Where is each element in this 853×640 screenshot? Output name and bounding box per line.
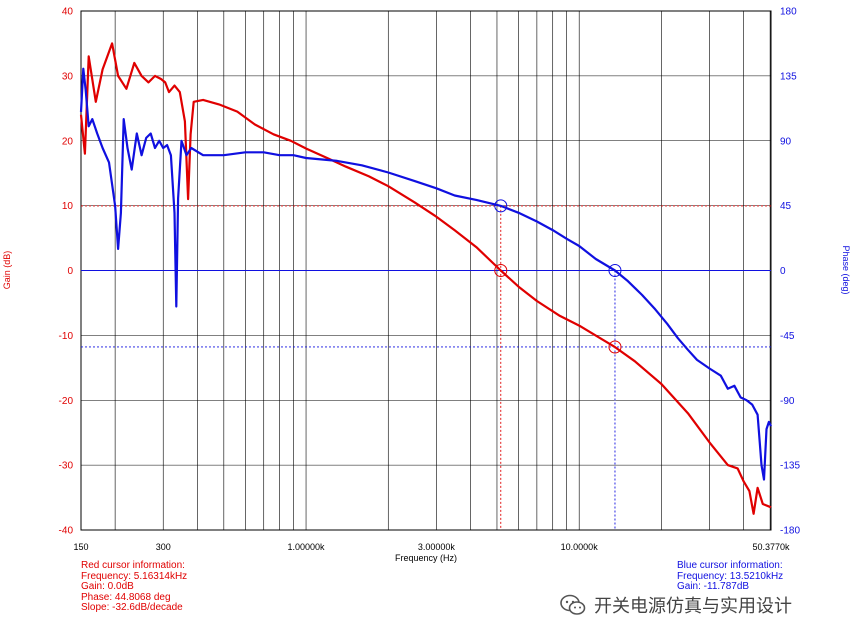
red-cursor-frequency: Frequency: 5.16314kHz (81, 570, 188, 582)
x-tick-label: 150 (73, 542, 88, 552)
cursor-markers (494, 199, 622, 354)
red-cursor-phase: Phase: 44.8068 deg (81, 591, 171, 603)
red-cursor-gain: Gain: 0.0dB (81, 581, 134, 592)
y-left-tick-label: 20 (62, 136, 74, 147)
cursor-lines (81, 205, 771, 530)
red-cursor-phase-marker (494, 199, 508, 213)
y-right-tick-label: -180 (780, 526, 800, 537)
blue-cursor-gain: Gain: -11.787dB (677, 581, 750, 592)
y-right-tick-label: 180 (780, 7, 797, 18)
y-left-tick-label: 40 (62, 7, 74, 18)
y-left-tick-label: -30 (59, 461, 74, 472)
x-tick-label: 3.00000k (418, 542, 456, 552)
red-cursor-slope: Slope: -32.6dB/decade (81, 602, 183, 613)
blue-cursor-info-panel: Blue cursor information: Frequency: 13.5… (677, 560, 784, 593)
y-left-tick-label: -40 (59, 526, 74, 537)
red-cursor-info-panel: Red cursor information: Frequency: 5.163… (81, 560, 188, 614)
y-left-tick-label: -20 (59, 396, 74, 407)
y-right-tick-label: -45 (780, 331, 795, 342)
red-cursor-gain-marker (494, 264, 508, 277)
y-axis-right-label: Phase (deg) (841, 245, 851, 294)
y-right-tick-label: 0 (780, 266, 786, 277)
y-left-tick-label: 0 (67, 266, 73, 277)
blue-cursor-phase-marker (608, 264, 622, 277)
x-tick-label: 300 (156, 542, 171, 552)
watermark: 开关电源仿真与实用设计 (560, 592, 792, 618)
y-axis-left-label: Gain (dB) (2, 251, 12, 290)
series-lines (79, 42, 772, 515)
x-tick-label: 50.3770k (752, 542, 790, 552)
wechat-icon (560, 594, 586, 615)
y-right-tick-label: 90 (780, 136, 792, 147)
y-right-tick-label: 135 (780, 71, 797, 82)
x-tick-label: 1.00000k (288, 542, 326, 552)
y-right-tick-label: -135 (780, 461, 800, 472)
y-left-tick-label: -10 (59, 331, 74, 342)
red-cursor-title: Red cursor information: (81, 560, 185, 571)
y-left-tick-label: 30 (62, 71, 74, 82)
tick-labels: 40 30 20 10 0 -10 -20 -30 -40 180 135 90 45 0 -45 -90 -1… (59, 7, 801, 553)
x-tick-label: 10.0000k (561, 542, 599, 552)
x-axis-label: Frequency (Hz) (395, 553, 457, 563)
y-left-tick-label: 10 (62, 201, 74, 212)
watermark-text: 开关电源仿真与实用设计 (594, 596, 792, 617)
blue-cursor-title: Blue cursor information: (677, 560, 783, 571)
gain-series-line (79, 42, 772, 515)
blue-cursor-gain-marker (608, 340, 622, 354)
y-right-tick-label: 45 (780, 201, 792, 212)
phase-series-line (79, 67, 772, 481)
blue-cursor-frequency: Frequency: 13.5210kHz (677, 570, 784, 582)
y-right-tick-label: -90 (780, 396, 795, 407)
